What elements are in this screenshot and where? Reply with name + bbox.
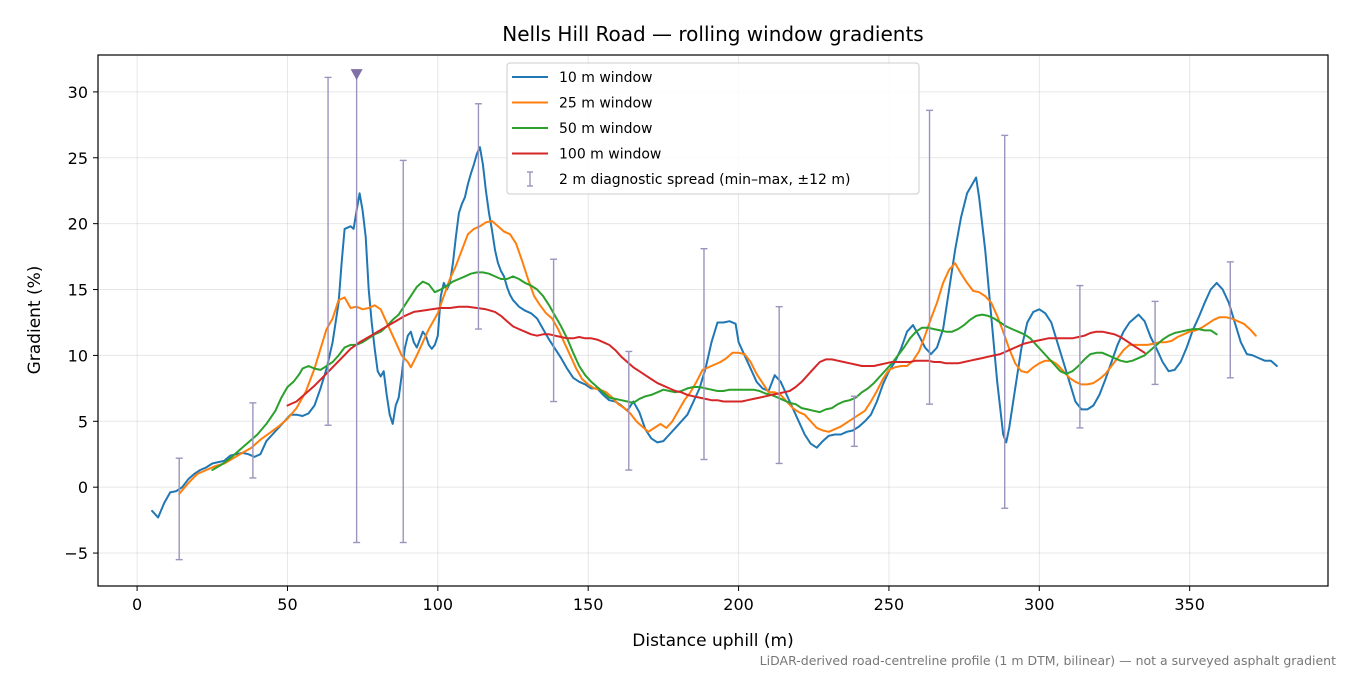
error-bar bbox=[249, 402, 257, 479]
legend-label: 10 m window bbox=[559, 70, 652, 86]
error-bar bbox=[1226, 261, 1234, 379]
legend-box bbox=[506, 62, 920, 195]
x-tick-label: 300 bbox=[1024, 595, 1055, 614]
error-bar bbox=[324, 76, 332, 426]
error-bar bbox=[350, 69, 363, 544]
x-tick-label: 200 bbox=[723, 595, 754, 614]
series-line-50-m-window bbox=[211, 271, 1218, 471]
error-bar bbox=[1076, 284, 1084, 429]
legend-label: 100 m window bbox=[559, 147, 661, 163]
error-bar bbox=[550, 258, 558, 403]
series-lines bbox=[151, 146, 1278, 519]
series-line-25-m-window bbox=[178, 220, 1257, 495]
x-tick-label: 0 bbox=[132, 595, 142, 614]
error-bar bbox=[700, 247, 708, 461]
error-bars bbox=[175, 69, 1234, 561]
x-tick-label: 150 bbox=[573, 595, 604, 614]
y-tick-label: 15 bbox=[68, 281, 88, 300]
error-bar bbox=[1001, 134, 1009, 509]
legend: 10 m window 25 m window 50 m window 100 m w… bbox=[506, 62, 920, 195]
error-bar bbox=[850, 395, 858, 448]
y-tick-label: 20 bbox=[68, 215, 88, 234]
error-bar bbox=[625, 350, 633, 471]
series-line-100-m-window bbox=[286, 305, 1146, 407]
x-tick-label: 250 bbox=[874, 595, 905, 614]
legend-label: 50 m window bbox=[559, 121, 652, 137]
chart-title: Nells Hill Road — rolling window gradien… bbox=[502, 22, 923, 46]
footnote-caption: LiDAR-derived road-centreline profile (1… bbox=[760, 653, 1336, 668]
x-tick-label: 100 bbox=[423, 595, 454, 614]
legend-label: 25 m window bbox=[559, 96, 652, 112]
error-bar bbox=[926, 109, 934, 405]
error-bar bbox=[775, 305, 783, 465]
error-bar bbox=[399, 159, 407, 544]
y-tick-label: 5 bbox=[78, 412, 88, 431]
x-axis-label: Distance uphill (m) bbox=[632, 631, 793, 651]
error-bar bbox=[1151, 300, 1159, 386]
series-line-10-m-window bbox=[151, 146, 1278, 519]
clipped-marker-icon bbox=[350, 69, 363, 81]
error-bar bbox=[474, 103, 482, 330]
y-tick-label: −5 bbox=[64, 544, 88, 563]
x-tick-label: 50 bbox=[277, 595, 297, 614]
x-tick-label: 350 bbox=[1174, 595, 1205, 614]
y-tick-label: 0 bbox=[78, 478, 88, 497]
y-tick-label: 10 bbox=[68, 346, 88, 365]
error-bar bbox=[175, 457, 183, 561]
legend-label: 2 m diagnostic spread (min–max, ±12 m) bbox=[559, 172, 850, 188]
y-tick-label: 25 bbox=[68, 149, 88, 168]
axis-ticks: 0 50 100 150 200 250 300 350 −5 0 5 10 15 20 25 30 bbox=[64, 83, 1205, 614]
y-axis-label: Gradient (%) bbox=[25, 266, 45, 375]
plot-frame bbox=[97, 54, 1329, 587]
y-tick-label: 30 bbox=[68, 83, 88, 102]
